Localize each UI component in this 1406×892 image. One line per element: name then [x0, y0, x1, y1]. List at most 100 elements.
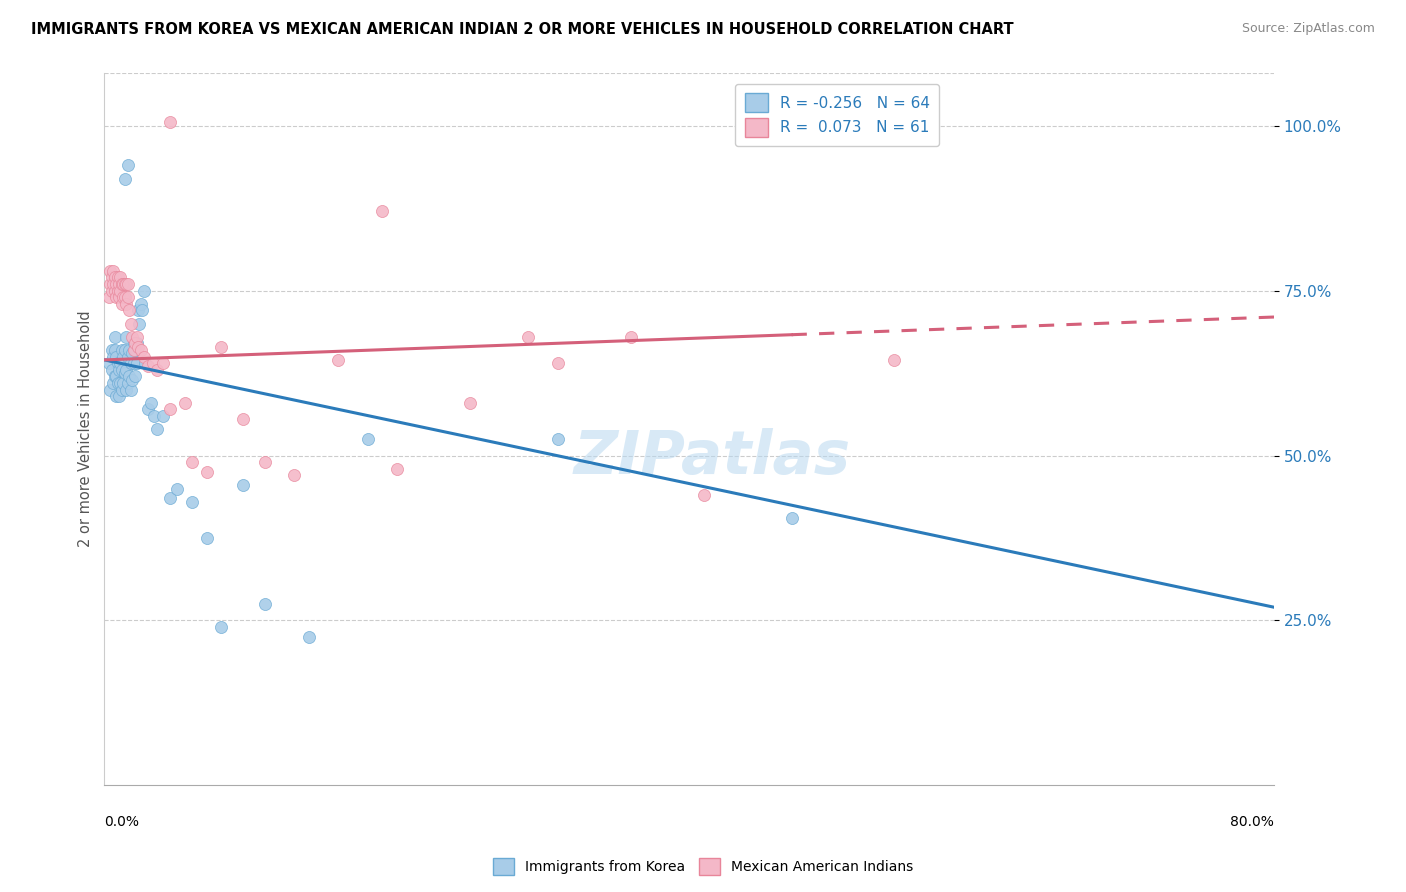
Point [146, 363, 169, 377]
Point [125, 336, 148, 351]
Point [547, 356, 569, 370]
Point [152, 356, 174, 370]
Point [124, 369, 146, 384]
Point [195, 465, 218, 479]
Point [146, 422, 169, 436]
Point [115, 277, 138, 291]
Point [111, 297, 134, 311]
Point [110, 356, 132, 370]
Point [121, 373, 143, 387]
Legend: Immigrants from Korea, Mexican American Indians: Immigrants from Korea, Mexican American … [488, 853, 918, 880]
Point [121, 346, 143, 360]
Point [108, 290, 131, 304]
Point [132, 284, 155, 298]
Point [159, 115, 181, 129]
Point [122, 343, 145, 357]
Point [298, 630, 321, 644]
Point [111, 277, 134, 291]
Point [97, 356, 120, 370]
Point [100, 284, 122, 298]
Point [108, 277, 131, 291]
Point [356, 432, 378, 446]
Point [104, 343, 127, 357]
Point [101, 264, 124, 278]
Y-axis label: 2 or more Vehicles in Household: 2 or more Vehicles in Household [79, 310, 93, 548]
Point [134, 356, 156, 370]
Text: ZIPatlas: ZIPatlas [574, 428, 851, 487]
Point [127, 340, 149, 354]
Legend: R = -0.256   N = 64, R =  0.073   N = 61: R = -0.256 N = 64, R = 0.073 N = 61 [735, 84, 939, 146]
Point [107, 376, 129, 390]
Point [115, 297, 138, 311]
Point [124, 343, 146, 357]
Point [101, 350, 124, 364]
Point [141, 396, 163, 410]
Point [283, 468, 305, 483]
Point [107, 270, 129, 285]
Point [209, 620, 232, 634]
Point [129, 297, 152, 311]
Point [128, 317, 150, 331]
Point [385, 461, 408, 475]
Point [98, 277, 121, 291]
Point [152, 409, 174, 423]
Point [114, 343, 136, 357]
Point [107, 284, 129, 298]
Point [105, 277, 128, 291]
Point [127, 303, 149, 318]
Point [254, 597, 277, 611]
Point [100, 363, 122, 377]
Point [101, 277, 124, 291]
Point [159, 402, 181, 417]
Point [111, 363, 134, 377]
Point [114, 277, 136, 291]
Point [547, 432, 569, 446]
Point [112, 277, 135, 291]
Point [173, 396, 195, 410]
Point [118, 303, 141, 318]
Point [117, 290, 139, 304]
Point [371, 204, 394, 219]
Point [100, 343, 122, 357]
Point [117, 158, 139, 172]
Point [110, 270, 132, 285]
Point [101, 376, 124, 390]
Point [254, 455, 277, 469]
Point [112, 376, 135, 390]
Point [131, 303, 153, 318]
Point [132, 350, 155, 364]
Point [100, 270, 122, 285]
Point [108, 363, 131, 377]
Point [122, 336, 145, 351]
Text: IMMIGRANTS FROM KOREA VS MEXICAN AMERICAN INDIAN 2 OR MORE VEHICLES IN HOUSEHOLD: IMMIGRANTS FROM KOREA VS MEXICAN AMERICA… [31, 22, 1014, 37]
Point [114, 290, 136, 304]
Point [143, 409, 166, 423]
Point [105, 389, 128, 403]
Point [328, 352, 350, 367]
Point [111, 343, 134, 357]
Point [115, 330, 138, 344]
Point [118, 343, 141, 357]
Point [104, 369, 127, 384]
Point [117, 277, 139, 291]
Point [181, 455, 204, 469]
Point [159, 491, 181, 506]
Text: Source: ZipAtlas.com: Source: ZipAtlas.com [1241, 22, 1375, 36]
Point [118, 369, 141, 384]
Point [112, 290, 135, 304]
Text: 80.0%: 80.0% [1230, 815, 1274, 829]
Point [111, 383, 134, 397]
Point [620, 330, 643, 344]
Point [110, 376, 132, 390]
Point [121, 330, 143, 344]
Point [195, 531, 218, 545]
Point [232, 478, 254, 492]
Point [693, 488, 716, 502]
Point [105, 290, 128, 304]
Point [115, 363, 138, 377]
Point [124, 336, 146, 351]
Point [232, 412, 254, 426]
Point [458, 396, 481, 410]
Point [98, 383, 121, 397]
Point [122, 356, 145, 370]
